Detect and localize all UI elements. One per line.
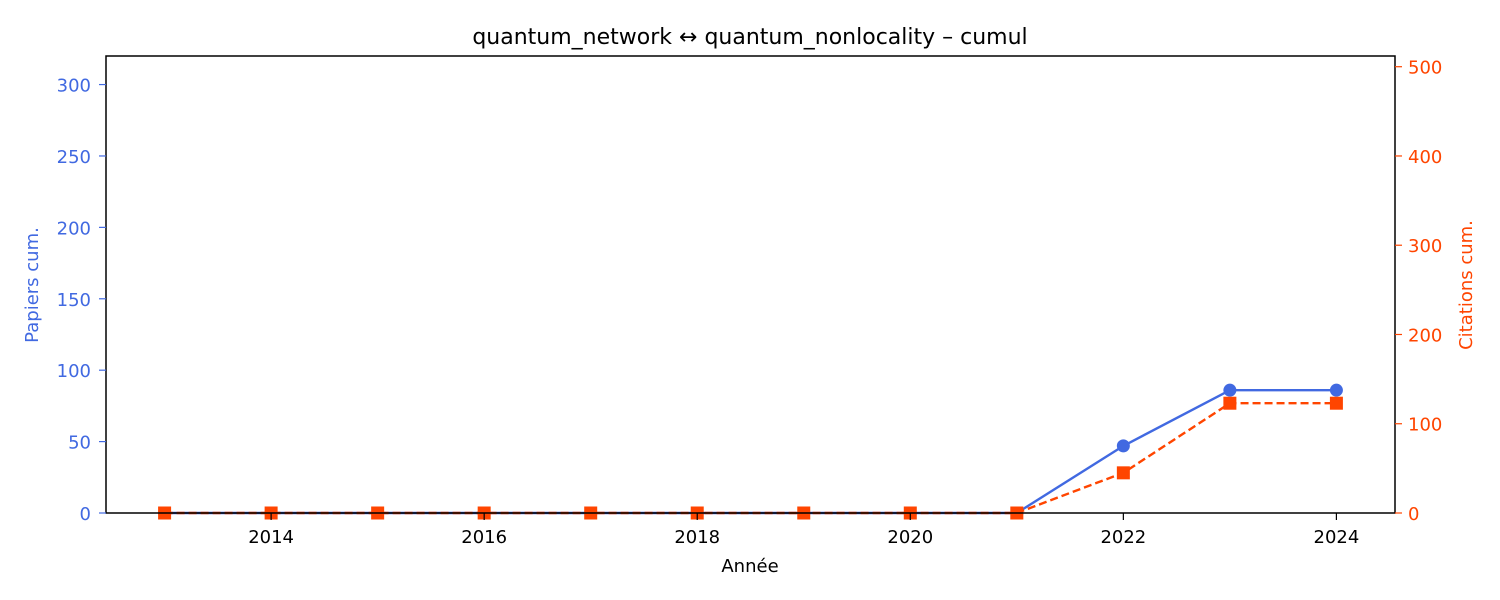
y-tick-label-left: 250 xyxy=(57,147,91,168)
y-tick-label-left: 200 xyxy=(57,218,91,239)
x-axis-label: Année xyxy=(721,556,778,577)
y-tick-label-right: 0 xyxy=(1408,504,1419,525)
x-tick-label: 2018 xyxy=(674,527,720,548)
series-1-line xyxy=(164,389,1337,515)
series-1-point xyxy=(1223,383,1237,397)
x-tick-label: 2020 xyxy=(887,527,933,548)
axes-layer: 2014 2016 2018 2020 2022 2024 0 50 100 150 200 250 3… xyxy=(57,55,1442,548)
y-tick-label-right: 500 xyxy=(1408,58,1442,79)
chart-title: quantum_network ↔ quantum_nonlocality – … xyxy=(472,25,1027,50)
y-tick-label-right: 100 xyxy=(1408,415,1442,436)
series-2-point xyxy=(1116,466,1130,480)
series-layer xyxy=(158,383,1343,520)
y-tick-label-left: 150 xyxy=(57,290,91,311)
y-tick-label-left: 100 xyxy=(57,361,91,382)
y-tick-label-left: 50 xyxy=(68,433,91,454)
series-2-point xyxy=(1329,396,1343,410)
y-tick-label-right: 200 xyxy=(1408,325,1442,346)
series-1-point xyxy=(1329,383,1343,397)
y-axis-label-left: Papiers cum. xyxy=(22,227,43,343)
y-tick-label-right: 400 xyxy=(1408,147,1442,168)
y-tick-label-right: 300 xyxy=(1408,236,1442,257)
series-2-line xyxy=(164,402,1337,515)
x-tick-label: 2016 xyxy=(461,527,507,548)
x-tick-label: 2014 xyxy=(248,527,294,548)
x-tick-label: 2022 xyxy=(1100,527,1146,548)
x-tick-label: 2024 xyxy=(1314,527,1360,548)
series-1-point xyxy=(1116,439,1130,453)
y-axis-label-right: Citations cum. xyxy=(1456,220,1477,350)
series-2-point xyxy=(1223,396,1237,410)
plot-frame xyxy=(105,55,1396,514)
y-tick-label-left: 300 xyxy=(57,76,91,97)
y-tick-label-left: 0 xyxy=(80,504,91,525)
